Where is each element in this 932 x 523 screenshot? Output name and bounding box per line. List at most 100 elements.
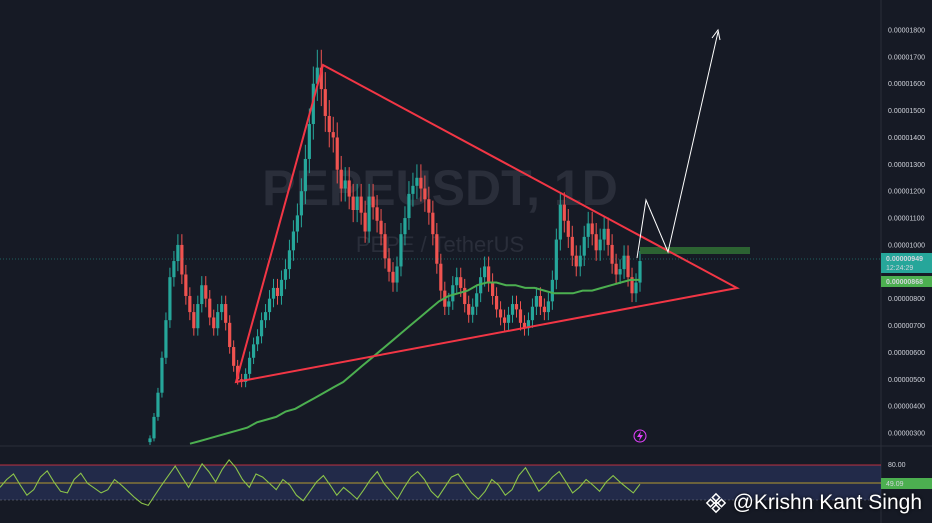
- candle-body: [244, 373, 248, 382]
- candle-body: [566, 220, 570, 237]
- candle-body: [427, 199, 431, 213]
- candle-body: [172, 261, 176, 278]
- candle-body: [622, 255, 626, 270]
- price-tick-label: 0.00001000: [888, 242, 925, 249]
- candle-body: [176, 244, 180, 262]
- credit-handle: @Krishn Kant Singh: [732, 491, 922, 514]
- candle-body: [451, 285, 455, 302]
- candle-body: [534, 295, 539, 307]
- candle-body: [351, 196, 355, 211]
- candle-body: [291, 231, 296, 251]
- price-tick-label: 0.00001700: [888, 54, 925, 61]
- candle-body: [220, 304, 224, 313]
- ma-price-label: 0.00000868: [886, 279, 923, 286]
- candle-body: [491, 282, 495, 296]
- candle-body: [196, 304, 200, 329]
- candle-body: [315, 67, 319, 84]
- candle-body: [403, 218, 407, 235]
- overlay-icons: [633, 429, 647, 443]
- candle-body: [506, 314, 511, 323]
- candle-body: [383, 234, 387, 259]
- candle-body: [287, 250, 292, 270]
- candle-body: [363, 212, 367, 232]
- candle-body: [323, 89, 327, 116]
- price-tick-label: 0.00001400: [888, 135, 925, 142]
- moving-average-line: [189, 278, 640, 445]
- candle-body: [514, 304, 519, 310]
- candle-body: [212, 317, 216, 329]
- candle-body: [188, 295, 192, 313]
- candle-body: [455, 277, 459, 286]
- candle-body: [331, 132, 335, 138]
- binance-logo-icon: [705, 492, 726, 514]
- candle-body: [463, 287, 467, 305]
- price-tick-label: 0.00001600: [888, 81, 925, 88]
- candle-body: [574, 255, 578, 267]
- candle-body: [279, 279, 284, 296]
- candle-body: [359, 196, 363, 213]
- price-tick-label: 0.00000800: [888, 296, 925, 303]
- candle-body: [184, 274, 188, 296]
- candle-body: [335, 137, 339, 170]
- candle-body: [395, 266, 399, 283]
- candle-body: [267, 298, 272, 313]
- candle-body: [606, 228, 610, 245]
- lightning-icon: [633, 429, 647, 443]
- candle-body: [307, 124, 311, 159]
- candle-body: [439, 263, 443, 291]
- rsi-pane: 80.00 49.09: [0, 445, 932, 507]
- candle-body: [224, 304, 228, 323]
- rsi-upper-label: 80.00: [888, 462, 906, 469]
- price-tick-label: 0.00001500: [888, 108, 925, 115]
- price-tick-label: 0.00000300: [888, 431, 925, 438]
- candle-body: [347, 180, 351, 197]
- candle-body: [610, 244, 614, 264]
- candle-body: [423, 188, 427, 200]
- candle-body: [255, 336, 260, 345]
- candle-body: [562, 204, 566, 221]
- moving-average: [189, 278, 640, 445]
- drawings: [234, 28, 750, 384]
- candle-body: [168, 277, 172, 321]
- candle-body: [638, 261, 642, 283]
- candle-body: [415, 177, 419, 186]
- candle-body: [259, 320, 264, 337]
- candle-body: [192, 312, 196, 329]
- price-tick-label: 0.00001100: [888, 216, 925, 223]
- candle-body: [598, 239, 602, 251]
- candle-body: [582, 236, 586, 256]
- candle-body: [558, 204, 562, 240]
- candle-body: [419, 177, 423, 189]
- credit-watermark: @Krishn Kant Singh: [705, 491, 922, 515]
- candles: [148, 49, 642, 445]
- candle-body: [387, 258, 391, 272]
- last-price-badge: [881, 253, 932, 273]
- candle-body: [546, 301, 550, 313]
- candle-body: [164, 320, 168, 358]
- candle-body: [367, 196, 371, 232]
- candle-body: [526, 320, 531, 329]
- candle-body: [594, 234, 598, 251]
- candle-body: [216, 312, 220, 329]
- candle-body: [467, 304, 471, 315]
- candle-body: [618, 269, 622, 275]
- candle-body: [590, 223, 594, 235]
- candle-body: [435, 234, 439, 264]
- candle-body: [391, 271, 395, 283]
- price-tick-label: 0.00001800: [888, 28, 925, 35]
- candle-body: [431, 212, 435, 235]
- candle-body: [299, 191, 303, 216]
- candle-body: [411, 185, 415, 194]
- candle-body: [303, 158, 307, 192]
- candle-body: [204, 285, 208, 299]
- ma-price-badge: [881, 276, 932, 287]
- candle-body: [586, 223, 590, 237]
- candle-body: [614, 263, 618, 275]
- price-tick-label: 0.00000700: [888, 323, 925, 330]
- price-tick-label: 0.00000600: [888, 350, 925, 357]
- candle-body: [459, 277, 463, 288]
- candle-body: [148, 438, 152, 443]
